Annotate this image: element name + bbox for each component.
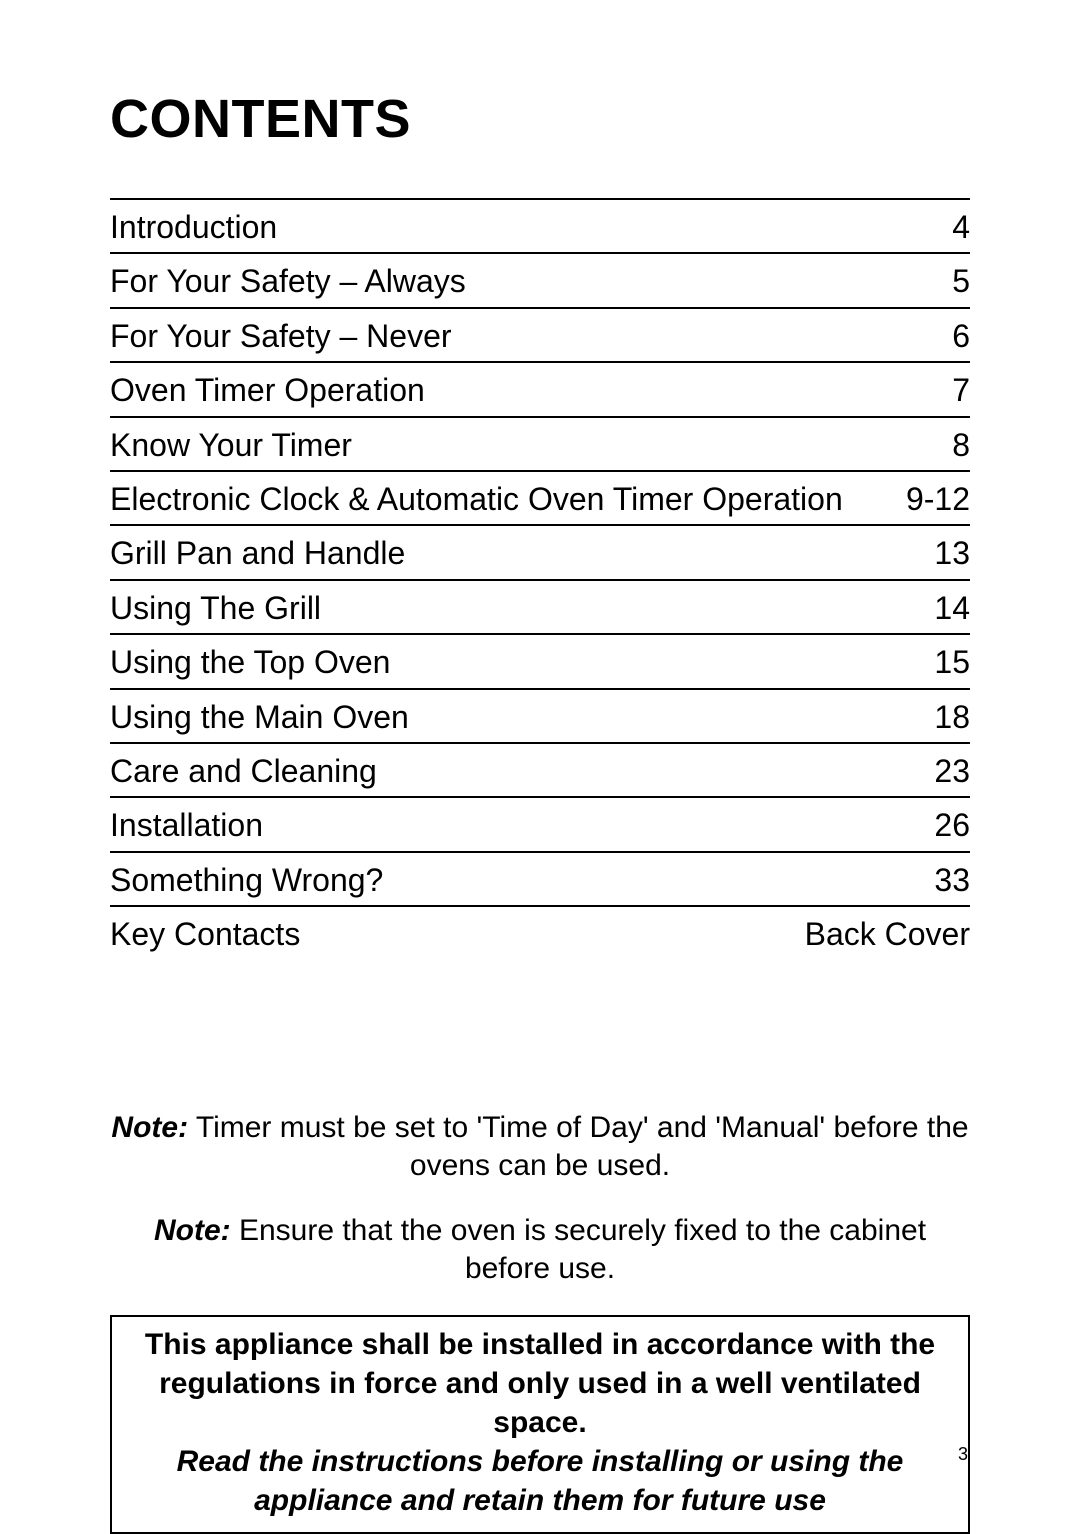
toc-page: 23 <box>934 752 970 790</box>
contents-table: Introduction 4 For Your Safety – Always … <box>110 198 970 959</box>
toc-page: 4 <box>952 208 970 246</box>
toc-title: Something Wrong? <box>110 861 383 899</box>
toc-row: Oven Timer Operation 7 <box>110 361 970 415</box>
toc-row: Installation 26 <box>110 796 970 850</box>
toc-title: Know Your Timer <box>110 426 352 464</box>
toc-title: Introduction <box>110 208 277 246</box>
toc-page: 6 <box>952 317 970 355</box>
toc-row: For Your Safety – Never 6 <box>110 307 970 361</box>
notes-section: Note: Timer must be set to 'Time of Day'… <box>110 1109 970 1534</box>
toc-title: Oven Timer Operation <box>110 371 425 409</box>
toc-title: Using the Main Oven <box>110 698 409 736</box>
toc-row: Using The Grill 14 <box>110 579 970 633</box>
toc-page: 9-12 <box>906 480 970 518</box>
note-label: Note: <box>111 1111 188 1144</box>
toc-row: Care and Cleaning 23 <box>110 742 970 796</box>
toc-page: 14 <box>934 589 970 627</box>
toc-title: Care and Cleaning <box>110 752 377 790</box>
toc-page: 33 <box>934 861 970 899</box>
note-label: Note: <box>154 1214 231 1247</box>
note-text: Ensure that the oven is securely fixed t… <box>231 1214 926 1285</box>
toc-title: Installation <box>110 806 263 844</box>
toc-row: Know Your Timer 8 <box>110 416 970 470</box>
toc-page: 26 <box>934 806 970 844</box>
note-text: Timer must be set to 'Time of Day' and '… <box>188 1111 968 1182</box>
note-2: Note: Ensure that the oven is securely f… <box>110 1212 970 1287</box>
toc-title: Grill Pan and Handle <box>110 534 405 572</box>
toc-row: Key Contacts Back Cover <box>110 905 970 959</box>
toc-row: Grill Pan and Handle 13 <box>110 524 970 578</box>
toc-page: 7 <box>952 371 970 409</box>
page-title: CONTENTS <box>110 88 970 150</box>
toc-row: Introduction 4 <box>110 198 970 252</box>
toc-row: Using the Top Oven 15 <box>110 633 970 687</box>
toc-page: 13 <box>934 534 970 572</box>
toc-page: Back Cover <box>805 915 970 953</box>
toc-row: Electronic Clock & Automatic Oven Timer … <box>110 470 970 524</box>
toc-page: 8 <box>952 426 970 464</box>
toc-row: For Your Safety – Always 5 <box>110 252 970 306</box>
warning-box: This appliance shall be installed in acc… <box>110 1315 970 1534</box>
page-number: 3 <box>958 1444 968 1465</box>
toc-row: Using the Main Oven 18 <box>110 688 970 742</box>
toc-title: For Your Safety – Never <box>110 317 452 355</box>
toc-page: 15 <box>934 643 970 681</box>
toc-title: Using the Top Oven <box>110 643 390 681</box>
page: CONTENTS Introduction 4 For Your Safety … <box>0 0 1080 1511</box>
warning-line-2: Read the instructions before installing … <box>132 1442 948 1520</box>
warning-line-1: This appliance shall be installed in acc… <box>132 1325 948 1442</box>
toc-page: 18 <box>934 698 970 736</box>
toc-title: Electronic Clock & Automatic Oven Timer … <box>110 480 843 518</box>
toc-title: For Your Safety – Always <box>110 262 466 300</box>
toc-title: Key Contacts <box>110 915 300 953</box>
toc-title: Using The Grill <box>110 589 321 627</box>
note-1: Note: Timer must be set to 'Time of Day'… <box>110 1109 970 1184</box>
toc-page: 5 <box>952 262 970 300</box>
toc-row: Something Wrong? 33 <box>110 851 970 905</box>
